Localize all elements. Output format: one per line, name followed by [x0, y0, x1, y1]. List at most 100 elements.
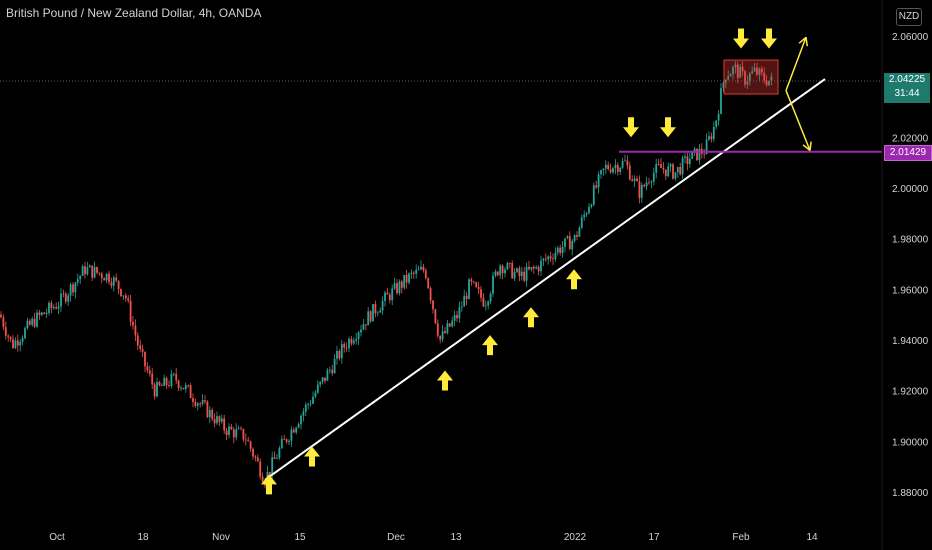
candle-body [720, 88, 722, 114]
candle-body [732, 67, 734, 75]
projection-arrow [785, 90, 811, 151]
candle-body [739, 66, 742, 78]
candle-body [194, 401, 197, 406]
candle-body [597, 174, 600, 188]
candle-body [81, 266, 84, 276]
candle-body [91, 265, 94, 278]
time-tick-label: Nov [212, 532, 230, 543]
candle-body [434, 309, 437, 324]
candle-body [232, 429, 235, 438]
candle-body [86, 267, 89, 275]
candle-body [45, 312, 48, 314]
candle-body [405, 274, 408, 283]
candle-body [624, 160, 626, 162]
candle-body [117, 280, 120, 289]
candle-body [321, 377, 324, 382]
candle-body [554, 252, 557, 260]
candle-body [33, 318, 36, 327]
candle-body [343, 344, 346, 348]
candle-body [396, 283, 398, 294]
candle-body [657, 164, 660, 165]
candle-body [506, 263, 509, 270]
candles-layer [0, 61, 773, 492]
candle-body [372, 304, 374, 322]
candle-body [722, 82, 725, 89]
currency-badge[interactable]: NZD [896, 8, 922, 26]
time-tick-label: 18 [137, 532, 149, 543]
candle-body [403, 274, 406, 288]
candle-body [748, 73, 751, 81]
candle-body [249, 441, 252, 449]
candle-body [172, 373, 175, 375]
candle-body [268, 471, 271, 475]
candle-body [492, 275, 494, 294]
candle-body [681, 157, 684, 175]
candle-body [770, 76, 773, 81]
candle-body [225, 430, 228, 435]
candle-body [400, 281, 403, 288]
candle-body [285, 439, 288, 442]
candle-body [552, 258, 554, 260]
candle-body [156, 381, 158, 397]
candle-body [64, 293, 67, 302]
candle-body [60, 293, 62, 307]
candle-body [612, 167, 614, 173]
candle-body [708, 136, 710, 140]
candle-body [580, 217, 583, 228]
candle-body [2, 317, 5, 328]
candle-body [756, 67, 758, 75]
candle-body [441, 331, 444, 340]
candle-body [609, 169, 612, 173]
candle-body [122, 295, 125, 297]
candle-body [607, 164, 610, 170]
candle-body [381, 300, 384, 311]
candle-body [31, 318, 34, 325]
candle-body [619, 167, 622, 172]
candle-body [144, 351, 146, 367]
candle-body [316, 384, 319, 393]
trendline[interactable] [264, 78, 826, 481]
candle-body [21, 338, 24, 342]
candle-body [535, 266, 538, 269]
candle-body [727, 76, 730, 80]
candle-body [724, 79, 727, 83]
candle-body [561, 246, 564, 254]
candle-body [141, 348, 144, 352]
candle-body [273, 457, 276, 459]
candle-body [439, 335, 442, 340]
candle-body [621, 160, 624, 168]
candle-body [4, 327, 7, 336]
candle-body [487, 301, 490, 306]
candle-body [729, 74, 732, 77]
candle-body [513, 272, 516, 279]
candle-body [67, 295, 70, 302]
time-tick-label: Feb [732, 532, 750, 543]
candle-body [112, 277, 115, 286]
candle-body [158, 381, 161, 386]
candle-body [96, 266, 98, 273]
candle-body [348, 338, 350, 349]
candle-body [98, 272, 101, 274]
candle-body [304, 404, 307, 412]
candle-body [446, 323, 449, 333]
candle-body [206, 401, 209, 418]
candle-body [115, 277, 118, 281]
candle-body [583, 214, 586, 218]
candle-body [669, 164, 672, 167]
candle-body [88, 265, 91, 268]
arrows-layer [261, 28, 812, 495]
candle-body [129, 300, 132, 322]
candle-body [153, 384, 156, 397]
time-axis[interactable]: Oct 18 Nov 15 Dec 13 2022 17 Feb 14 [49, 532, 818, 543]
candle-body [585, 213, 588, 215]
candle-body [52, 307, 55, 309]
candle-body [688, 158, 691, 165]
candle-body [684, 156, 686, 158]
candle-body [276, 457, 278, 459]
candle-body [189, 385, 192, 399]
range-box[interactable] [723, 59, 779, 95]
symbol-title[interactable]: British Pound / New Zealand Dollar, 4h, … [6, 6, 262, 20]
candle-body [199, 403, 202, 405]
candle-body [693, 148, 696, 152]
